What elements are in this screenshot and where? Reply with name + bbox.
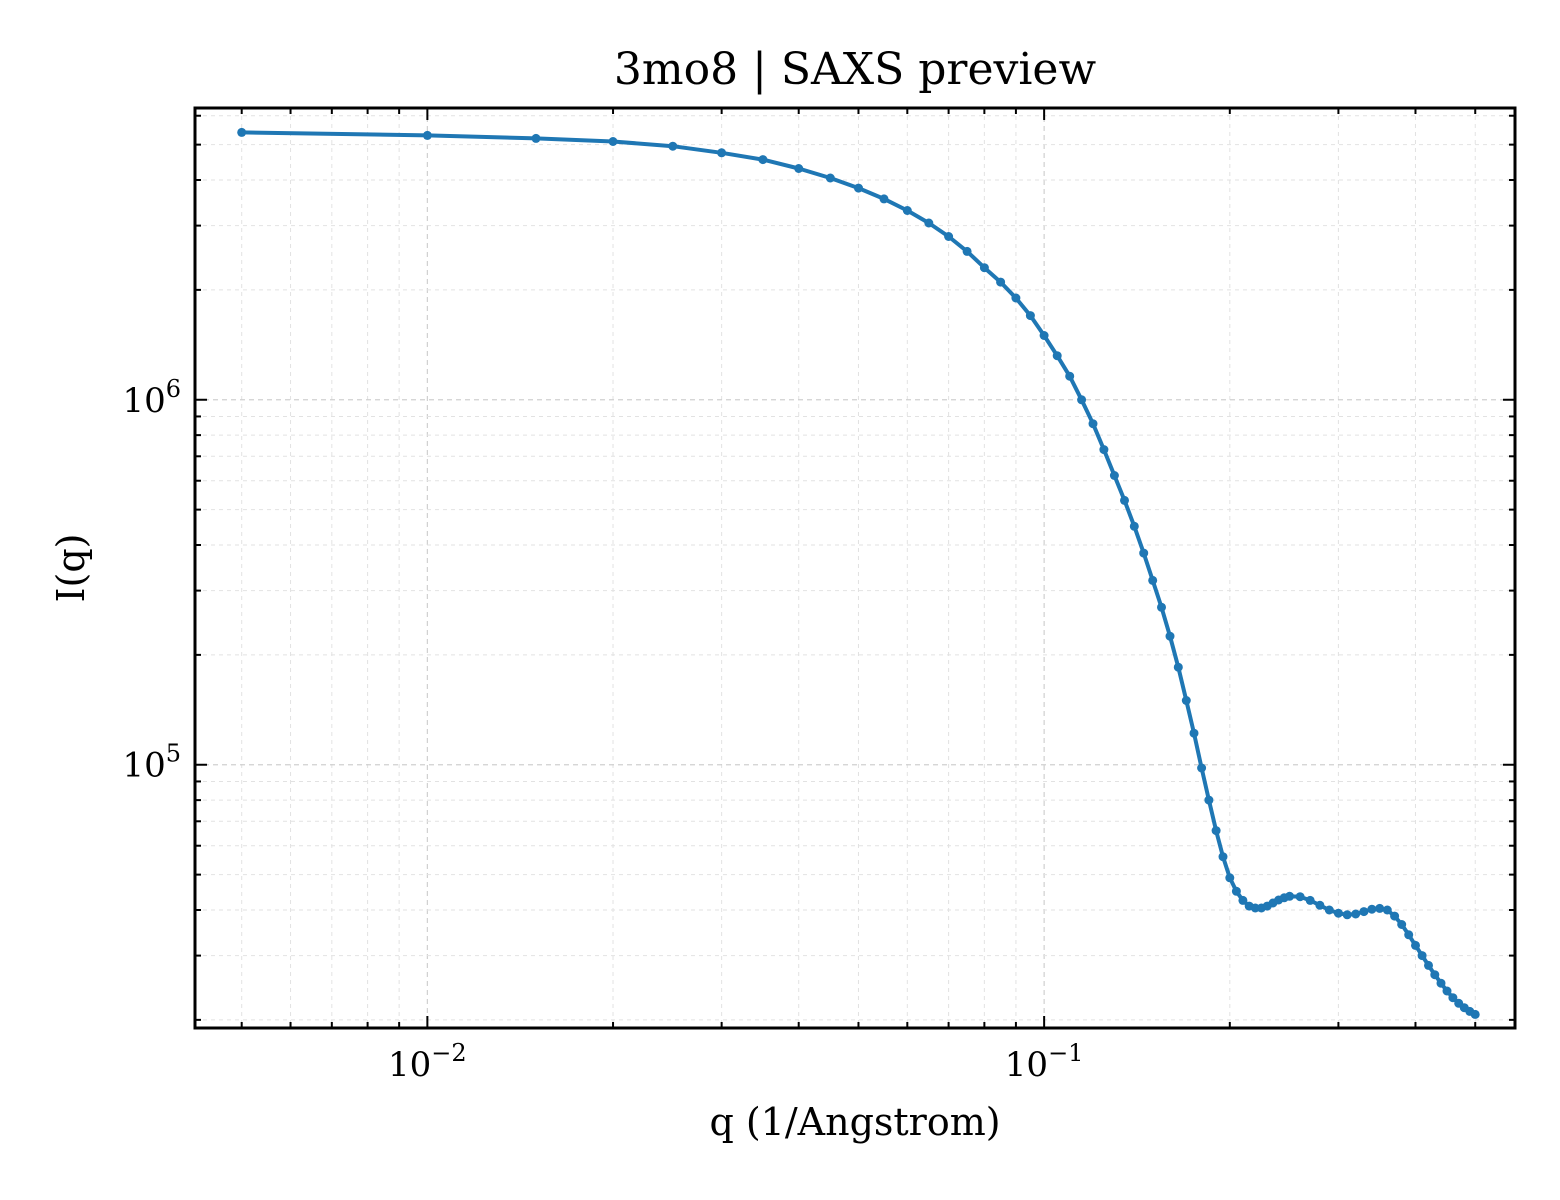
data-point (1315, 900, 1325, 910)
data-series (237, 127, 1480, 1019)
data-point (1367, 904, 1377, 914)
data-point (1204, 795, 1214, 805)
data-point (1120, 495, 1129, 505)
data-point (1173, 662, 1183, 672)
data-point (979, 263, 989, 273)
data-point (1077, 395, 1087, 405)
data-point (717, 148, 727, 158)
data-point (996, 277, 1006, 287)
y-tick-label: 106 (122, 375, 181, 421)
data-point (1197, 763, 1207, 773)
data-point (854, 183, 863, 193)
data-point (1189, 728, 1199, 738)
data-point (1139, 548, 1149, 558)
data-point (1436, 978, 1446, 988)
data-point (1211, 826, 1221, 836)
data-point (1181, 696, 1191, 705)
data-point (1342, 910, 1352, 920)
data-point (1404, 930, 1414, 940)
data-point (1375, 903, 1385, 913)
data-point (879, 194, 889, 204)
data-point (1165, 631, 1175, 641)
data-point (1359, 907, 1369, 917)
data-point (1305, 895, 1315, 905)
data-point (1470, 1009, 1480, 1019)
data-point (1157, 602, 1166, 612)
data-point (1333, 908, 1343, 918)
data-point (1039, 331, 1049, 340)
tick-labels: 10−2 10−1 105 106 (122, 375, 1083, 1085)
data-point (1285, 891, 1295, 901)
data-point (1390, 911, 1400, 921)
data-point (758, 155, 768, 165)
chart-title: 3mo8 | SAXS preview (614, 44, 1097, 95)
y-tick-label: 105 (122, 740, 181, 786)
data-point (1324, 905, 1334, 915)
plot-frame (193, 106, 1517, 1030)
x-tick-label: 10−1 (1005, 1039, 1084, 1085)
data-point (608, 137, 618, 146)
data-point (1448, 993, 1458, 1003)
data-point (902, 206, 912, 215)
data-point (924, 218, 934, 228)
data-point (825, 173, 835, 183)
data-point (944, 232, 954, 241)
x-axis-label: q (1/Angstrom) (709, 1100, 1000, 1144)
data-point (1382, 905, 1392, 915)
data-point (1011, 293, 1021, 303)
data-point (1238, 895, 1248, 905)
data-point (1411, 940, 1420, 950)
data-point (1129, 521, 1139, 531)
data-point (1088, 419, 1098, 429)
data-point (1109, 471, 1119, 480)
data-point (1397, 920, 1407, 929)
data-point (1052, 351, 1062, 361)
data-point (1099, 445, 1109, 455)
data-point (668, 141, 678, 151)
data-point (422, 130, 432, 140)
x-tick-label: 10−2 (388, 1039, 467, 1085)
data-point (962, 246, 972, 256)
data-point (1065, 371, 1075, 381)
data-point (531, 133, 541, 143)
data-point (1231, 886, 1241, 896)
data-point (1025, 311, 1035, 321)
data-point (1417, 951, 1427, 961)
data-point (1148, 575, 1158, 585)
data-point (237, 127, 247, 137)
grid-lines (195, 108, 1515, 1028)
data-point (1442, 986, 1452, 996)
y-axis-label: I(q) (49, 534, 93, 603)
data-point (1351, 909, 1361, 919)
data-point (1295, 892, 1305, 902)
data-point (1225, 873, 1235, 883)
data-point (1218, 852, 1228, 862)
data-point (1424, 960, 1433, 970)
data-point (1430, 970, 1440, 980)
data-point (794, 164, 804, 173)
